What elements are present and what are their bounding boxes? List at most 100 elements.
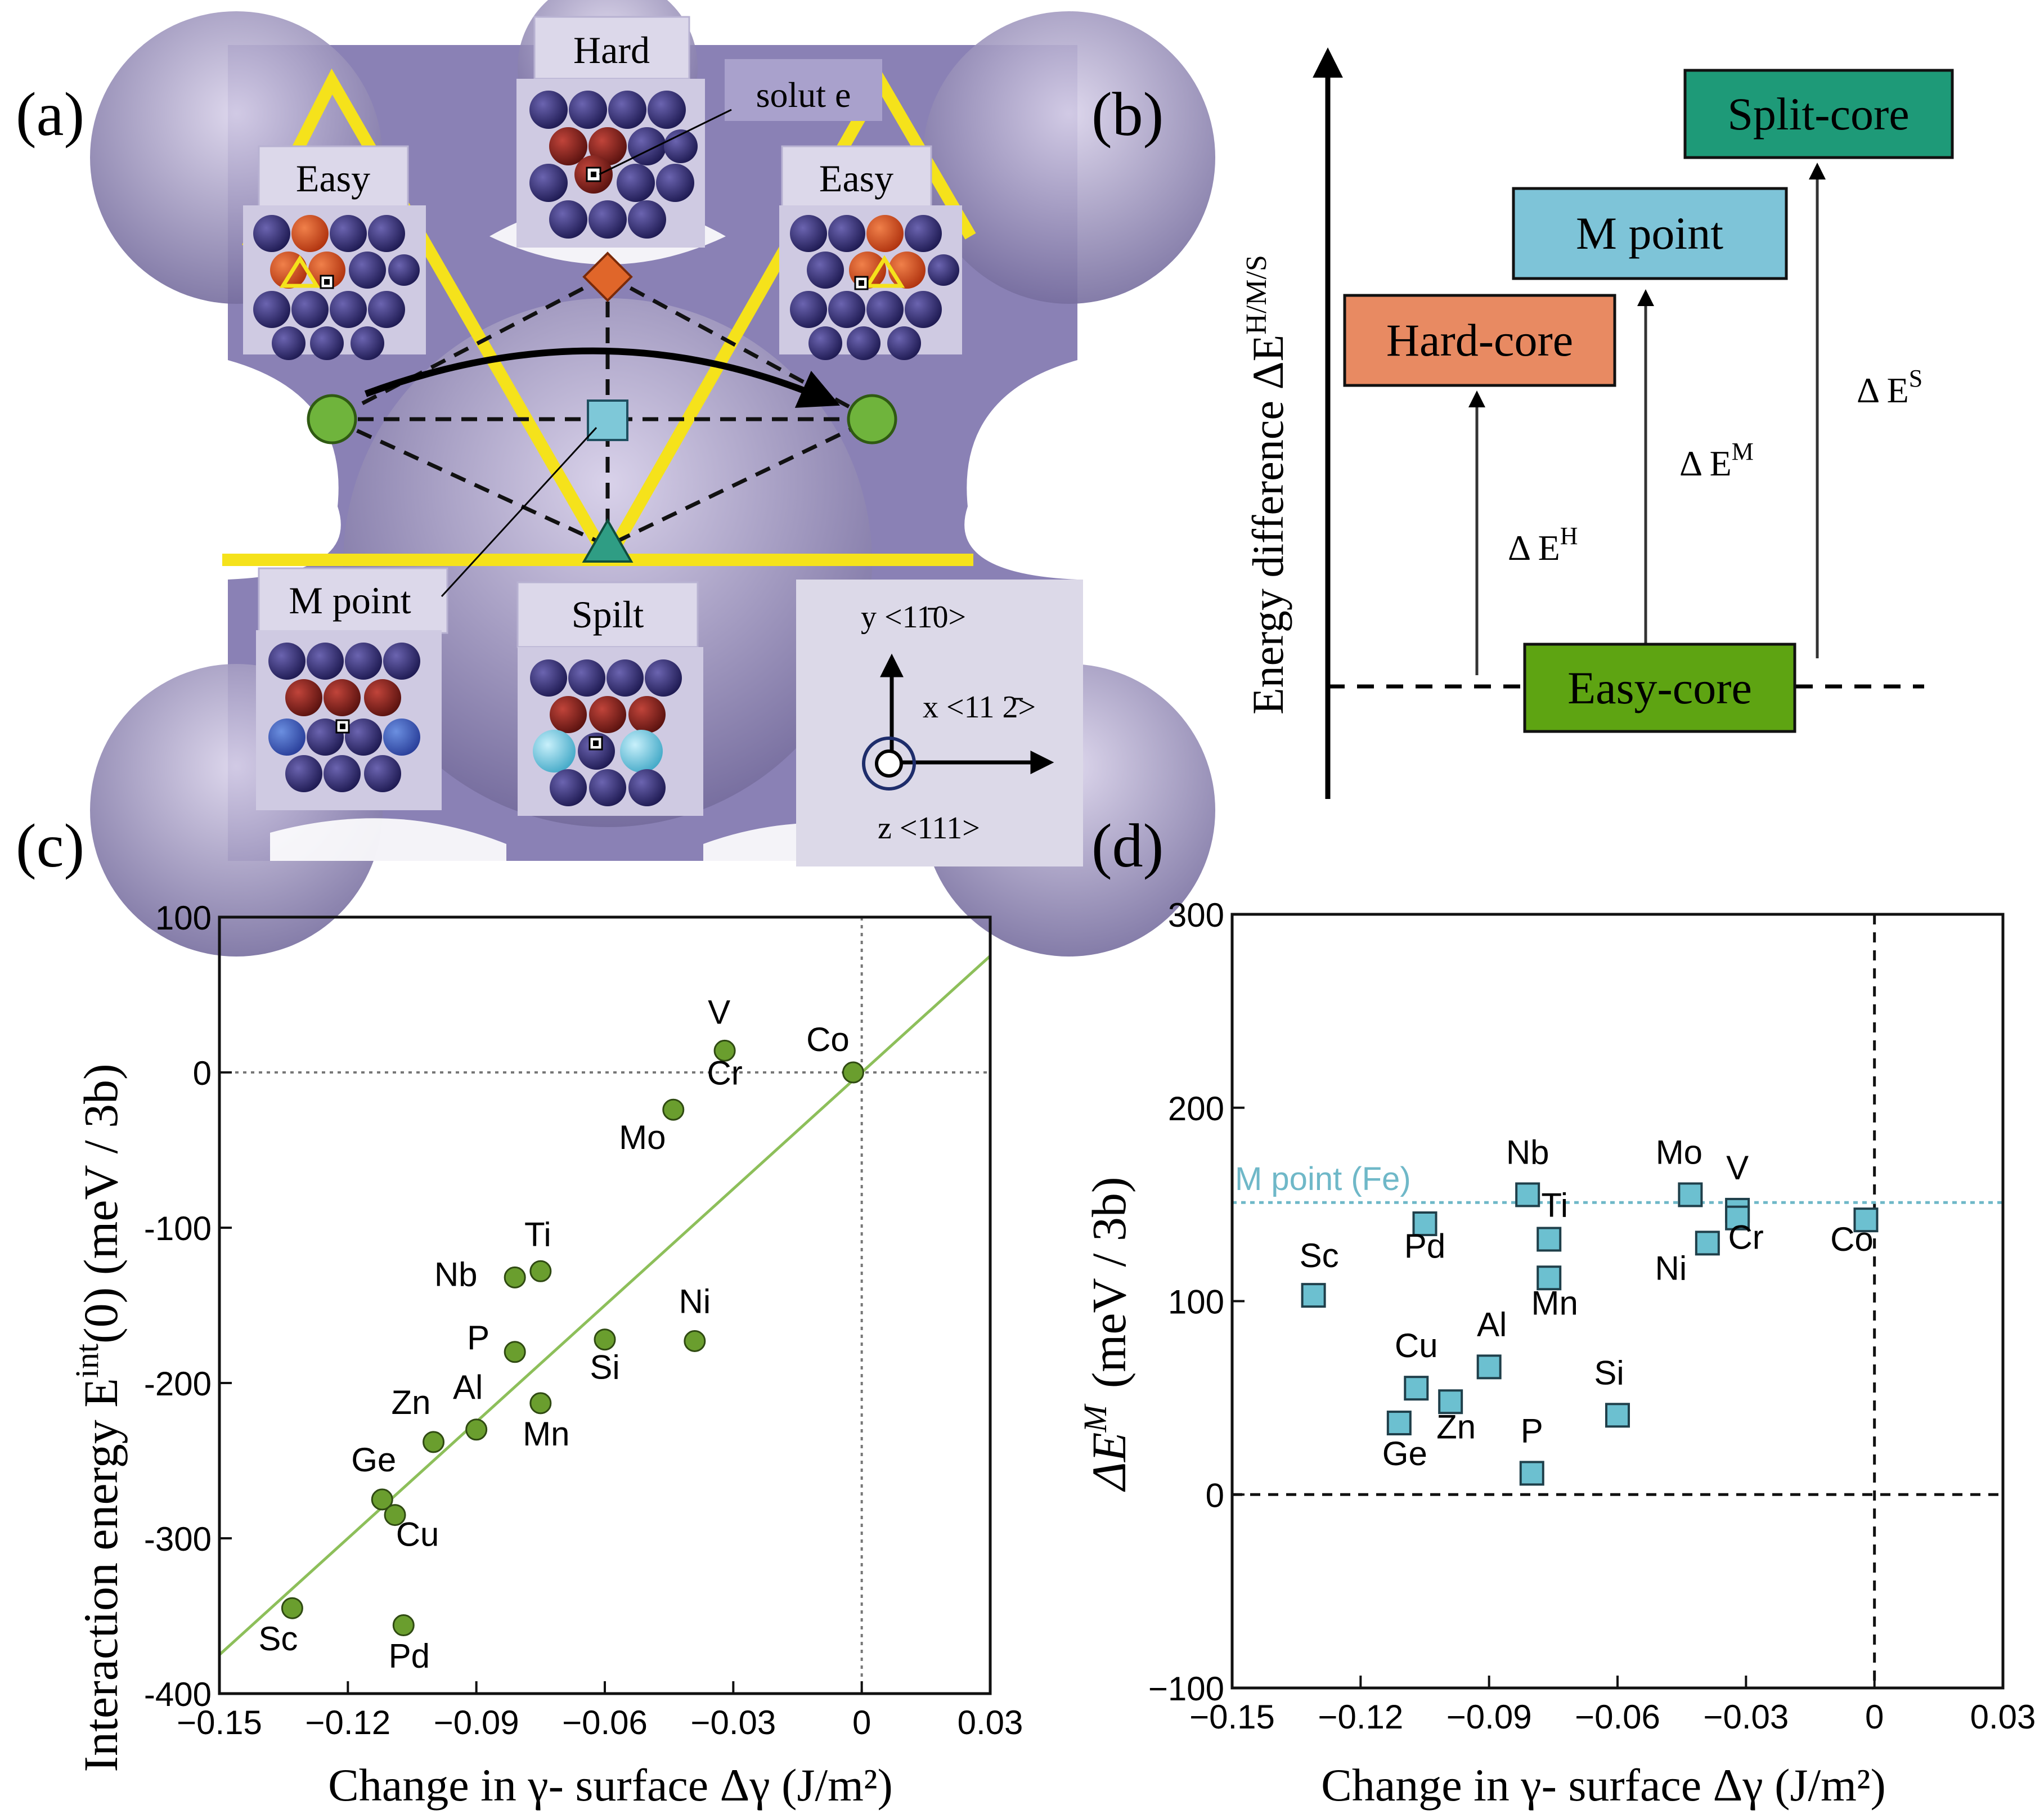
y-tick-label: 200 bbox=[1168, 1090, 1224, 1128]
point-label-co: Co bbox=[1830, 1220, 1874, 1258]
box-easy-core: Easy-core bbox=[1523, 643, 1796, 733]
point-ni bbox=[1695, 1231, 1720, 1256]
x-tick-label: −0.15 bbox=[177, 1704, 262, 1741]
point-label-ge: Ge bbox=[351, 1441, 396, 1479]
y-tick-label: -200 bbox=[144, 1365, 212, 1403]
x-tick-label: −0.15 bbox=[1189, 1698, 1275, 1736]
point-mo bbox=[1678, 1182, 1703, 1207]
point-co bbox=[842, 1061, 864, 1084]
x-tick-label: 0 bbox=[852, 1704, 871, 1741]
x-tick-label: −0.12 bbox=[1318, 1698, 1403, 1736]
easy-core-marker-left bbox=[307, 394, 357, 444]
point-label-v: V bbox=[1726, 1149, 1749, 1187]
panel-b-label: (b) bbox=[1091, 80, 1163, 149]
point-p bbox=[504, 1341, 526, 1363]
y-tick-label: −100 bbox=[1148, 1670, 1224, 1708]
easy-left-label: Easy bbox=[296, 157, 370, 200]
m-point-marker bbox=[587, 399, 628, 441]
m-point-inset: M point bbox=[256, 426, 598, 810]
point-label-p: P bbox=[1521, 1412, 1543, 1449]
y-tick-label: -400 bbox=[144, 1676, 212, 1713]
point-label-ti: Ti bbox=[1541, 1187, 1568, 1224]
coordinate-axes-inset: y <11̄0> x <11 2̄> z <111> bbox=[796, 580, 1083, 866]
point-co bbox=[1853, 1207, 1879, 1233]
point-label-mo: Mo bbox=[619, 1119, 666, 1156]
x-tick-label: 0.03 bbox=[1970, 1698, 2036, 1736]
transition-arrow bbox=[364, 347, 841, 408]
svg-text:Hard-core: Hard-core bbox=[1386, 315, 1573, 366]
point-si bbox=[594, 1328, 616, 1351]
easy-right-label: Easy bbox=[819, 157, 893, 200]
point-ge bbox=[1386, 1411, 1412, 1436]
delta-m-label: Δ EM bbox=[1679, 438, 1754, 483]
m-point-label: M point bbox=[289, 579, 411, 622]
split-inset: Spilt bbox=[516, 581, 703, 816]
y-tick-label: 0 bbox=[193, 1054, 212, 1092]
y-tick-label: 100 bbox=[155, 899, 212, 937]
split-label: Spilt bbox=[572, 593, 644, 636]
plot-frame bbox=[1230, 913, 2005, 1690]
x-tick-label: −0.06 bbox=[1575, 1698, 1660, 1736]
point-label-cr: Cr bbox=[707, 1054, 742, 1092]
svg-text:Split-core: Split-core bbox=[1727, 88, 1909, 140]
panel-c-label: (c) bbox=[16, 811, 84, 880]
panel-c: (c) −0.15 −0.12 −0.09 −0.06 −0.03 0 0.03 -400 -3… bbox=[16, 811, 1023, 1811]
x-tick-label: −0.09 bbox=[434, 1704, 519, 1741]
point-label-nb: Nb bbox=[434, 1255, 478, 1293]
y-tick-label: -300 bbox=[144, 1520, 212, 1558]
y-tick-label: 0 bbox=[1206, 1476, 1224, 1514]
y-tick-label: -100 bbox=[144, 1210, 212, 1247]
point-sc bbox=[281, 1597, 303, 1619]
point-label-nb: Nb bbox=[1506, 1133, 1549, 1171]
solute-label: solut e bbox=[756, 75, 851, 115]
x-tick-label: 0.03 bbox=[958, 1704, 1023, 1741]
easy-core-marker-right bbox=[847, 394, 897, 444]
energy-axis-label: Energy difference ΔEH/M/S bbox=[1241, 255, 1292, 715]
hard-core-marker bbox=[582, 252, 633, 302]
x-tick-label: −0.06 bbox=[562, 1704, 648, 1741]
box-m-point: M point bbox=[1512, 187, 1788, 280]
point-label-ni: Ni bbox=[679, 1282, 711, 1320]
chart-c-ylabel: Interaction energy Eint(0) (meV / 3b) bbox=[69, 1063, 128, 1772]
x-tick-label: −0.09 bbox=[1446, 1698, 1532, 1736]
point-zn bbox=[423, 1431, 445, 1453]
y-tick-label: 300 bbox=[1168, 896, 1224, 934]
chart-d-xlabel: Change in γ- surface Δγ (J/m²) bbox=[1321, 1759, 1886, 1811]
point-al bbox=[1476, 1354, 1502, 1380]
point-label-cu: Cu bbox=[1395, 1327, 1438, 1364]
point-mn bbox=[529, 1392, 552, 1415]
point-label-sc: Sc bbox=[258, 1620, 298, 1658]
point-zn bbox=[1438, 1389, 1463, 1415]
chart-c-xlabel: Change in γ- surface Δγ (J/m²) bbox=[328, 1759, 893, 1811]
hard-label: Hard bbox=[573, 29, 650, 71]
m-point-fe-label: M point (Fe) bbox=[1235, 1161, 1411, 1197]
point-label-sc: Sc bbox=[1300, 1237, 1339, 1274]
point-pd bbox=[1412, 1211, 1437, 1236]
axis-x-label: x <11 2̄> bbox=[923, 690, 1036, 725]
point-nb bbox=[1515, 1182, 1540, 1207]
point-label-pd: Pd bbox=[1404, 1227, 1445, 1265]
easy-left-inset: Easy bbox=[243, 145, 426, 360]
point-label-p: P bbox=[467, 1319, 489, 1357]
chart-d-ylabel: ΔEM(meV / 3b) bbox=[1077, 1177, 1136, 1492]
panel-a: (a) bbox=[16, 0, 1215, 957]
point-label-si: Si bbox=[1594, 1354, 1624, 1391]
point-ge bbox=[371, 1488, 393, 1511]
split-core-marker bbox=[582, 518, 634, 563]
svg-text:M point: M point bbox=[1576, 208, 1723, 259]
point-si bbox=[1605, 1403, 1630, 1428]
point-label-co: Co bbox=[806, 1021, 850, 1058]
chart-d: M point (Fe) −0.15 −0.12 −0.09 −0.06 −0.03 0 0.… bbox=[1148, 896, 2036, 1736]
point-p bbox=[1519, 1461, 1544, 1486]
point-ni bbox=[684, 1330, 706, 1352]
point-sc bbox=[1301, 1283, 1326, 1308]
panel-d: (d) M point (Fe) −0.15 −0.12 −0.09 −0.06 −0.0… bbox=[1077, 811, 2036, 1811]
delta-s-label: Δ ES bbox=[1857, 365, 1922, 410]
point-label-si: Si bbox=[590, 1349, 619, 1386]
point-label-ge: Ge bbox=[1382, 1435, 1427, 1472]
axis-z-label: z <111> bbox=[878, 811, 980, 846]
point-label-ti: Ti bbox=[524, 1215, 551, 1253]
panel-a-label: (a) bbox=[16, 80, 84, 149]
point-cr bbox=[1725, 1205, 1750, 1231]
panel-b: (b) Energy difference ΔEH/M/S Δ EH Δ EM … bbox=[1091, 47, 1954, 799]
